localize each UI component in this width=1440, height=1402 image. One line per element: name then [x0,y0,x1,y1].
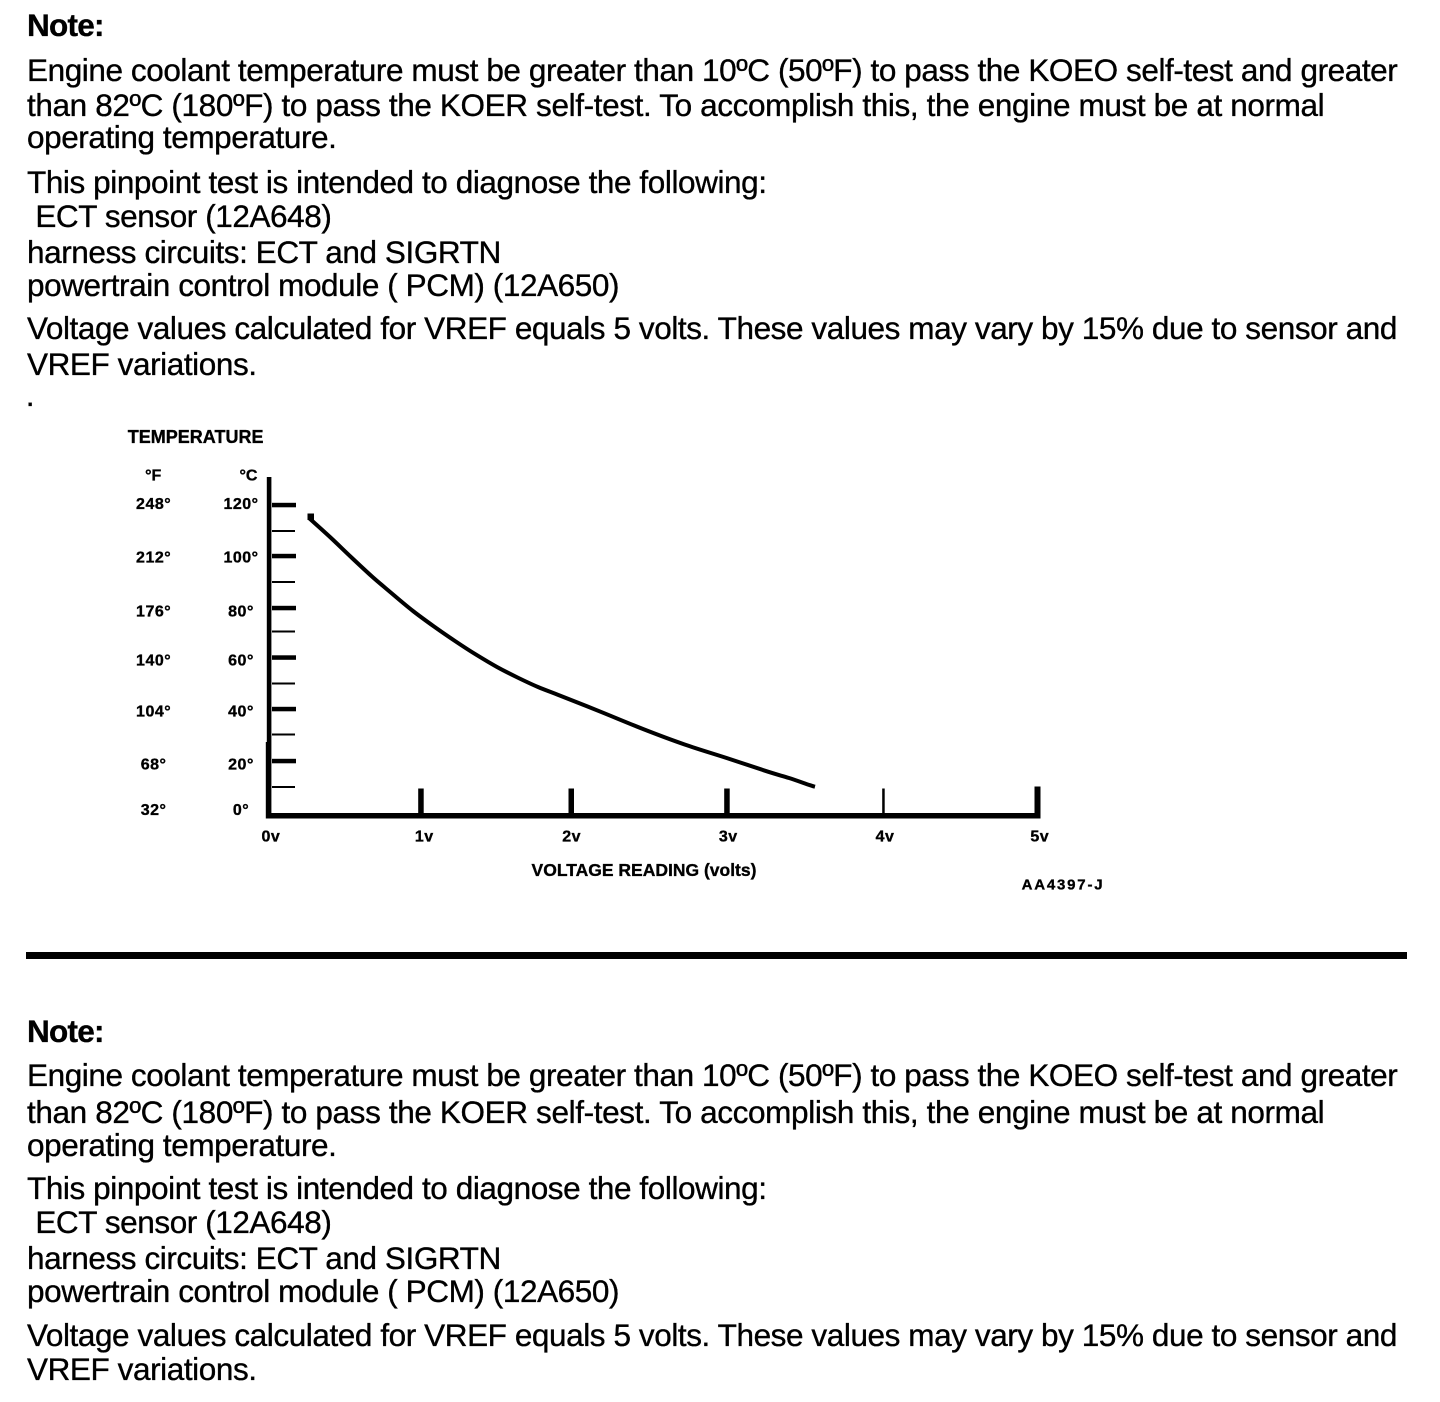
svg-text:140°: 140° [136,653,171,670]
svg-text:0v: 0v [262,829,281,846]
svg-text:20°: 20° [228,757,254,774]
svg-text:5v: 5v [1030,829,1049,846]
svg-text:40°: 40° [228,704,254,721]
svg-text:248°: 248° [136,496,171,513]
svg-text:0°: 0° [233,802,249,819]
svg-text:3v: 3v [719,829,738,846]
svg-text:°F: °F [145,468,161,485]
svg-text:32°: 32° [141,802,167,819]
svg-text:212°: 212° [136,549,171,566]
svg-text:104°: 104° [136,704,171,721]
svg-text:4v: 4v [876,829,895,846]
svg-text:120°: 120° [223,496,258,513]
svg-text:1v: 1v [415,829,434,846]
svg-text:80°: 80° [228,604,254,621]
svg-text:TEMPERATURE: TEMPERATURE [128,427,264,447]
svg-text:VOLTAGE READING (volts): VOLTAGE READING (volts) [532,860,757,880]
svg-text:68°: 68° [141,757,167,774]
svg-text:60°: 60° [228,653,254,670]
svg-text:AA4397-J: AA4397-J [1022,877,1105,894]
svg-text:176°: 176° [136,604,171,621]
svg-text:2v: 2v [562,829,581,846]
svg-text:°C: °C [240,468,258,485]
svg-text:100°: 100° [223,549,258,566]
